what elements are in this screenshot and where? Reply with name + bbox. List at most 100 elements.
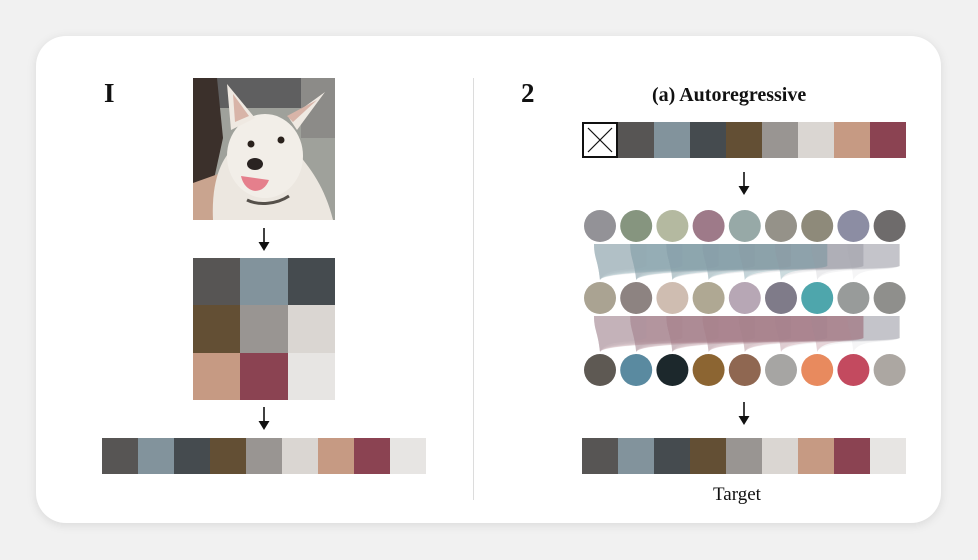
attention-link — [666, 244, 755, 280]
color-sequence — [102, 438, 426, 474]
down-arrow-icon — [258, 228, 270, 251]
sequence-patch — [138, 438, 174, 474]
attention-link — [594, 316, 755, 352]
input-sequence — [582, 122, 906, 158]
input-patch — [726, 122, 762, 158]
panel-divider — [473, 78, 474, 500]
attention-link — [811, 316, 900, 352]
attention-link — [630, 316, 719, 352]
attention-link-highlight — [811, 316, 864, 352]
sequence-patch — [174, 438, 210, 474]
color-grid — [193, 258, 335, 400]
attention-link — [666, 316, 828, 352]
layer1-token — [584, 210, 616, 242]
attention-link — [702, 316, 755, 352]
sequence-patch — [210, 438, 246, 474]
panel-title: (a) Autoregressive — [652, 84, 807, 106]
attention-link — [702, 316, 791, 352]
target-patch — [870, 438, 906, 474]
layer2-token — [692, 282, 725, 314]
start-token-icon — [582, 122, 618, 158]
attention-link — [594, 316, 900, 352]
attention-link — [702, 316, 828, 352]
attention-link — [630, 244, 864, 280]
layer1-token — [801, 210, 834, 242]
attention-link — [630, 244, 900, 280]
input-patch — [654, 122, 690, 158]
attention-link — [775, 316, 828, 352]
sequence-patch — [354, 438, 390, 474]
target-patch — [618, 438, 654, 474]
attention-link — [847, 316, 900, 352]
attention-link-highlight — [738, 244, 828, 280]
attention-link — [666, 244, 900, 280]
attention-link-highlight — [702, 316, 864, 352]
grid-patch — [287, 305, 335, 353]
attention-link — [702, 244, 755, 280]
output-token — [873, 354, 906, 386]
attention-link — [594, 316, 683, 352]
target-patch — [654, 438, 690, 474]
autoregressive-attention-diagram — [584, 210, 906, 386]
layer1-token — [692, 210, 725, 242]
grid-patch — [193, 352, 241, 400]
attention-link — [594, 244, 683, 280]
input-patch — [798, 122, 834, 158]
sequence-patch — [102, 438, 138, 474]
attention-link — [594, 244, 791, 280]
attention-link-highlight — [630, 316, 864, 352]
attention-link — [738, 316, 828, 352]
attention-link — [594, 244, 864, 280]
attention-link — [666, 316, 791, 352]
target-patch — [690, 438, 726, 474]
sequence-patch — [390, 438, 426, 474]
output-token — [765, 354, 797, 386]
attention-link — [702, 244, 900, 280]
attention-link — [630, 244, 719, 280]
attention-link-highlight — [775, 316, 864, 352]
layer2-token — [801, 282, 834, 314]
sequence-patch — [318, 438, 354, 474]
attention-link — [738, 316, 791, 352]
attention-link — [811, 244, 864, 280]
attention-link-highlight — [630, 244, 828, 280]
layer2-token — [584, 282, 616, 314]
attention-link — [594, 244, 719, 280]
layer2-token — [765, 282, 797, 314]
target-patch — [798, 438, 834, 474]
input-patch — [690, 122, 726, 158]
attention-link — [666, 244, 719, 280]
attention-link — [702, 316, 900, 352]
output-token — [620, 354, 653, 386]
attention-link — [630, 316, 755, 352]
attention-link — [630, 316, 683, 352]
attention-link — [702, 244, 864, 280]
attention-link — [630, 316, 828, 352]
attention-link — [775, 316, 900, 352]
down-arrow-icon — [738, 172, 750, 195]
input-patch — [618, 122, 654, 158]
layer1-token — [620, 210, 653, 242]
attention-link — [775, 244, 864, 280]
layer2-token — [873, 282, 906, 314]
output-token — [692, 354, 725, 386]
target-patch — [726, 438, 762, 474]
output-token — [728, 354, 761, 386]
layer2-token — [620, 282, 653, 314]
attention-link — [666, 244, 791, 280]
layer1-token — [873, 210, 906, 242]
output-token — [801, 354, 834, 386]
attention-link — [738, 244, 791, 280]
layer1-token — [656, 210, 689, 242]
attention-link-highlight — [702, 244, 828, 280]
attention-link — [594, 244, 900, 280]
target-patch — [762, 438, 798, 474]
layer2-token — [728, 282, 761, 314]
grid-patch — [193, 258, 241, 306]
attention-link-highlight — [594, 244, 828, 280]
input-patch — [870, 122, 906, 158]
layer2-token — [656, 282, 689, 314]
grid-patch — [240, 352, 288, 400]
attention-link — [594, 316, 791, 352]
attention-link — [666, 316, 900, 352]
